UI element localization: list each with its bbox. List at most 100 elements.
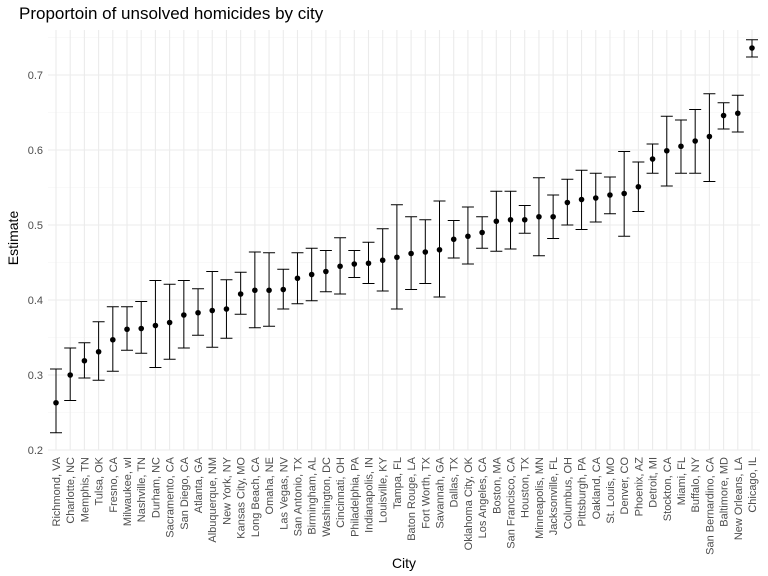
data-point [578,196,585,203]
x-tick-label: Dallas, TX [449,456,461,507]
data-point [124,326,130,333]
data-point [663,147,670,154]
y-tick-label: 0.7 [28,70,43,82]
data-point [493,218,500,225]
y-tick-label: 0.2 [28,445,43,457]
x-tick-label: Atlanta, GA [193,456,205,513]
x-tick-label: Baton Rouge, LA [406,456,418,540]
x-tick-label: New Orleans, LA [733,456,745,540]
data-point [621,190,627,197]
data-point [678,143,684,150]
x-tick-label: New York, NY [221,456,233,525]
x-tick-label: Philadelphia, PA [349,456,361,537]
data-point [706,133,713,140]
x-tick-label: Fresno, CA [108,456,120,512]
data-point [53,399,59,406]
x-axis-title: City [392,555,416,571]
data-point [323,268,329,275]
x-tick-label: Baltimore, MD [719,457,731,527]
x-tick-label: Memphis, TN [79,457,91,522]
x-tick-label: St. Louis, MO [605,457,617,524]
data-point [195,309,201,316]
data-point [266,287,272,294]
data-point [521,216,528,223]
x-tick-label: San Diego, CA [179,456,191,529]
data-point [536,213,542,220]
x-tick-label: Stockton, CA [662,456,674,521]
x-tick-label: Indianapolis, IN [363,457,375,533]
data-point [67,372,74,378]
data-point [337,263,343,270]
data-point [479,229,485,236]
x-tick-label: Minneapolis, MN [534,457,546,539]
x-tick-label: Savannah, GA [435,456,447,528]
data-point [720,112,727,119]
x-axis-ticks: Richmond, VA Charlotte, NC Memphis, TN Tuls… [51,456,759,555]
data-point [166,319,173,326]
chart-title: Proportoin of unsolved homicides by city [19,4,324,23]
x-tick-label: Fort Worth, TX [420,456,432,528]
x-tick-label: San Francisco, CA [506,456,518,548]
data-point [280,286,287,293]
x-tick-label: Tampa, FL [392,457,404,509]
data-point [749,45,755,51]
x-tick-label: Jacksonville, FL [548,457,560,535]
x-tick-label: Charlotte, NC [65,457,77,524]
y-axis-title: Estimate [5,211,21,266]
data-point [635,183,642,190]
x-tick-label: Las Vegas, NV [278,456,290,529]
data-point [649,156,656,162]
data-point [692,138,698,144]
data-point [209,307,216,314]
x-tick-label: Louisville, KY [378,456,390,523]
x-tick-label: Cincinnati, OH [335,457,347,528]
x-tick-label: Buffalo, NY [690,456,702,512]
x-tick-label: Nashville, TN [136,457,148,522]
data-point [138,325,145,332]
x-tick-label: Birmingham, AL [307,457,319,535]
x-tick-label: San Antonio, TX [292,456,304,536]
data-point [564,199,571,206]
x-tick-label: Milwaukee, wI [122,457,134,526]
data-point [507,216,514,223]
x-tick-label: Durham, NC [150,457,162,518]
y-tick-label: 0.6 [28,145,43,157]
data-point [422,249,429,255]
x-tick-label: Washington, DC [321,457,333,537]
x-tick-label: Richmond, VA [51,456,63,526]
x-tick-label: Sacramento, CA [165,456,177,537]
y-tick-label: 0.4 [28,295,43,307]
x-tick-label: Albuquerque, NM [207,457,219,543]
x-tick-label: Detroit, MI [648,457,660,508]
x-tick-label: Columbus, OH [562,457,574,529]
x-tick-label: Houston, TX [520,456,532,518]
x-tick-label: Los Angeles, CA [477,456,489,538]
data-point [592,195,599,201]
data-points [53,45,755,406]
data-point [394,254,400,261]
data-point [436,246,443,253]
data-point [408,250,414,257]
x-tick-label: Phoenix, AZ [633,457,645,517]
data-point [181,312,187,318]
data-point [308,271,315,278]
data-point [95,348,102,355]
data-point [252,287,258,294]
x-tick-label: Omaha, NE [264,457,276,514]
error-bars [50,39,758,434]
data-point [379,257,386,264]
y-axis-ticks: 0.2 0.3 0.4 0.5 0.6 0.7 [28,70,43,457]
data-point [450,236,457,243]
x-tick-label: Pittsburgh, PA [577,456,589,526]
y-tick-label: 0.5 [28,220,43,232]
data-point [294,275,301,282]
x-tick-label: Chicago, IL [747,457,759,513]
data-point [351,261,358,267]
x-tick-label: Tulsa, OK [94,456,106,505]
data-point [152,322,159,329]
x-tick-label: San Bernardino, CA [704,456,716,554]
data-point [237,291,244,297]
data-point [223,306,230,312]
x-tick-label: Oakland, CA [591,456,603,519]
